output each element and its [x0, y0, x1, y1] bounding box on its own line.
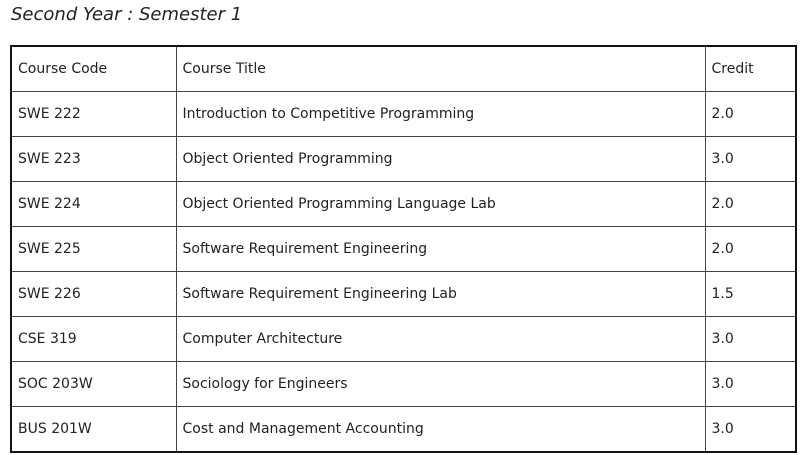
course-title-cell: Cost and Management Accounting — [175, 406, 706, 453]
course-title-cell: Object Oriented Programming — [175, 136, 706, 182]
header-course-code: Course Code — [10, 45, 177, 92]
course-code-cell: SOC 203W — [10, 361, 177, 407]
table-row: SWE 226 Software Requirement Engineering… — [10, 271, 797, 317]
course-code-cell: SWE 222 — [10, 91, 177, 137]
credit-cell: 3.0 — [704, 406, 797, 453]
credit-cell: 3.0 — [704, 136, 797, 182]
course-title-cell: Object Oriented Programming Language Lab — [175, 181, 706, 227]
credit-cell: 2.0 — [704, 91, 797, 137]
table-row: SWE 224 Object Oriented Programming Lang… — [10, 181, 797, 227]
course-code-cell: SWE 226 — [10, 271, 177, 317]
header-course-title: Course Title — [175, 45, 706, 92]
table-header-row: Course Code Course Title Credit — [10, 45, 797, 92]
course-code-cell: SWE 223 — [10, 136, 177, 182]
credit-cell: 2.0 — [704, 226, 797, 272]
course-title-cell: Sociology for Engineers — [175, 361, 706, 407]
header-credit: Credit — [704, 45, 797, 92]
course-table: Course Code Course Title Credit SWE 222 … — [10, 45, 797, 453]
table-row: CSE 319 Computer Architecture 3.0 — [10, 316, 797, 362]
credit-cell: 3.0 — [704, 361, 797, 407]
course-code-cell: CSE 319 — [10, 316, 177, 362]
course-title-cell: Computer Architecture — [175, 316, 706, 362]
table-row: SOC 203W Sociology for Engineers 3.0 — [10, 361, 797, 407]
table-row: SWE 223 Object Oriented Programming 3.0 — [10, 136, 797, 182]
course-code-cell: SWE 225 — [10, 226, 177, 272]
credit-cell: 1.5 — [704, 271, 797, 317]
course-code-cell: BUS 201W — [10, 406, 177, 453]
credit-cell: 2.0 — [704, 181, 797, 227]
table-row: SWE 222 Introduction to Competitive Prog… — [10, 91, 797, 137]
course-title-cell: Software Requirement Engineering — [175, 226, 706, 272]
page-title: Second Year : Semester 1 — [11, 4, 243, 25]
course-title-cell: Introduction to Competitive Programming — [175, 91, 706, 137]
course-title-cell: Software Requirement Engineering Lab — [175, 271, 706, 317]
credit-cell: 3.0 — [704, 316, 797, 362]
table-row: BUS 201W Cost and Management Accounting … — [10, 406, 797, 453]
table-row: SWE 225 Software Requirement Engineering… — [10, 226, 797, 272]
course-code-cell: SWE 224 — [10, 181, 177, 227]
